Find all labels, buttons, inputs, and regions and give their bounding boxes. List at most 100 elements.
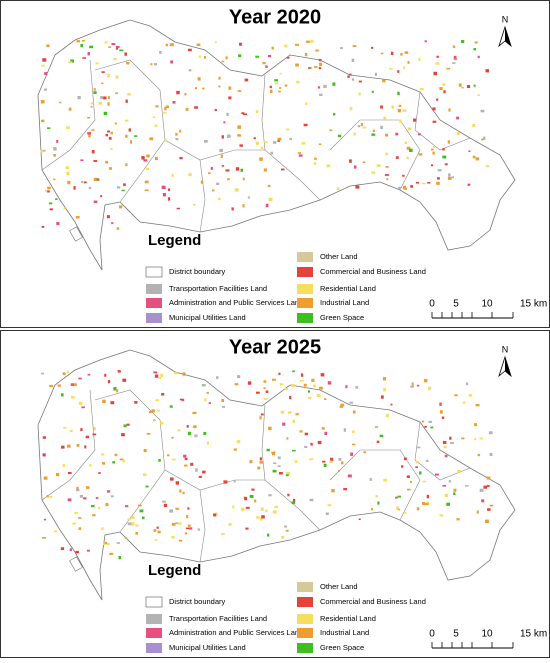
land-patch xyxy=(380,52,384,55)
land-patch xyxy=(408,148,413,152)
land-patch xyxy=(228,86,232,90)
land-patch xyxy=(251,488,255,491)
land-patch xyxy=(104,41,108,44)
land-patch xyxy=(103,96,107,100)
land-patch xyxy=(267,184,271,188)
land-patch xyxy=(376,164,381,167)
land-patch xyxy=(74,383,77,387)
land-patch xyxy=(159,50,162,54)
legend-label: Municipal Utilities Land xyxy=(169,643,246,652)
land-patch xyxy=(475,404,480,407)
land-patch xyxy=(426,494,430,499)
land-patch xyxy=(285,529,289,532)
land-patch xyxy=(360,122,363,127)
land-patch xyxy=(296,80,300,84)
land-patch xyxy=(443,90,446,94)
land-patch xyxy=(105,502,109,507)
land-patch xyxy=(249,460,253,464)
land-patch xyxy=(320,373,325,377)
land-patch xyxy=(193,425,197,429)
land-patch xyxy=(162,500,166,503)
land-patch xyxy=(111,222,114,225)
land-patch xyxy=(466,84,471,89)
land-patch xyxy=(194,434,198,438)
land-patch xyxy=(210,166,213,170)
legend-label: Transportation Facilities Land xyxy=(169,284,267,293)
land-patch xyxy=(107,490,111,493)
land-patch xyxy=(262,61,266,65)
land-patch xyxy=(187,524,191,527)
land-patch xyxy=(265,65,268,68)
land-patch xyxy=(125,134,128,138)
land-patch xyxy=(127,518,131,521)
land-patch xyxy=(309,458,314,461)
land-patch xyxy=(167,188,171,191)
land-patch xyxy=(423,378,428,383)
legend-label: Administration and Public Services Land xyxy=(169,628,303,637)
land-patch xyxy=(234,188,239,192)
land-patch xyxy=(227,178,230,181)
land-patch xyxy=(171,436,174,439)
land-patch xyxy=(476,510,479,514)
land-patch xyxy=(289,137,293,141)
land-patch xyxy=(453,492,456,495)
land-patch xyxy=(240,507,245,512)
scale-label: 5 xyxy=(453,629,459,640)
land-patch xyxy=(259,517,263,521)
land-patch xyxy=(272,510,277,514)
land-patch xyxy=(301,142,306,145)
legend-label: Green Space xyxy=(320,313,364,322)
land-patch xyxy=(127,93,131,96)
land-patch xyxy=(437,177,440,180)
land-patch xyxy=(244,78,249,82)
land-patch xyxy=(260,507,264,511)
land-patch xyxy=(292,498,296,503)
land-patch xyxy=(448,480,452,483)
land-patch xyxy=(247,196,250,199)
legend-label: Residential Land xyxy=(320,614,376,623)
land-patch xyxy=(324,398,327,401)
land-patch xyxy=(152,116,156,118)
land-patch xyxy=(187,507,190,510)
land-patch xyxy=(270,151,274,155)
legend-swatch xyxy=(297,252,313,262)
land-patch xyxy=(82,57,87,59)
land-patch xyxy=(453,58,458,61)
land-patch xyxy=(141,156,145,160)
land-patch xyxy=(42,436,47,439)
land-patch xyxy=(371,133,376,136)
land-patch xyxy=(128,128,131,132)
land-patch xyxy=(396,506,399,510)
land-patch xyxy=(272,452,276,456)
land-patch xyxy=(358,518,361,521)
land-patch xyxy=(400,52,403,56)
land-patch xyxy=(124,505,129,508)
land-patch xyxy=(78,401,83,405)
land-patch xyxy=(145,485,149,488)
land-patch xyxy=(442,83,446,86)
land-patch xyxy=(70,383,75,386)
land-patch xyxy=(406,488,411,491)
district-boundary xyxy=(199,159,206,233)
land-patch xyxy=(131,516,135,519)
land-patch xyxy=(179,156,183,160)
land-patch xyxy=(93,426,96,431)
land-patch xyxy=(282,422,286,426)
legend-label: District boundary xyxy=(169,597,226,606)
land-patch xyxy=(263,380,267,383)
land-patch xyxy=(76,444,80,447)
land-patch xyxy=(67,498,72,502)
land-patch xyxy=(97,506,101,510)
land-patch xyxy=(208,402,211,405)
land-patch xyxy=(214,108,217,112)
land-patch xyxy=(111,43,116,46)
land-patch xyxy=(351,430,355,433)
land-patch xyxy=(380,105,383,109)
district-boundary xyxy=(41,389,96,501)
land-patch xyxy=(472,124,476,127)
land-patch xyxy=(285,128,290,131)
land-patch xyxy=(432,107,436,111)
land-patch xyxy=(419,87,424,91)
land-patch xyxy=(102,462,105,465)
land-patch xyxy=(462,401,466,404)
